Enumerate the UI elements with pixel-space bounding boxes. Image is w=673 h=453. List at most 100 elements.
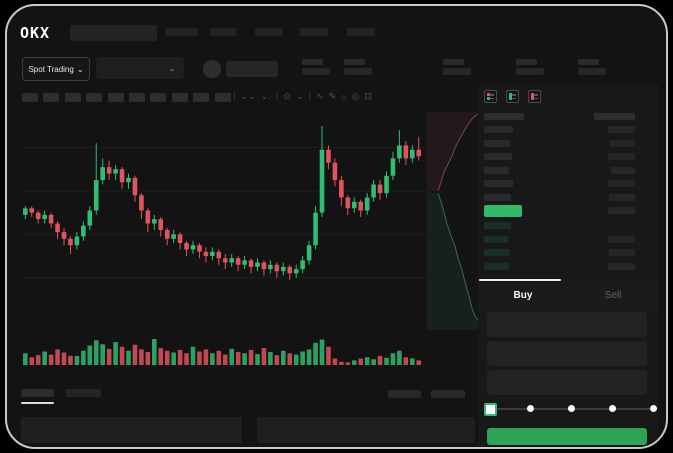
- pair-icon: [203, 60, 221, 78]
- stat-label-placeholder: [344, 59, 365, 65]
- orderbook-layout-both-icon[interactable]: [484, 90, 497, 103]
- chart-tool-icons: | ⌄⌄ ⌄. | ⊙ ⌄ | ∿ ✎ ⌂ ◎ ⊡: [233, 88, 372, 105]
- stat-value-placeholder: [443, 68, 471, 75]
- toolbar-slot-placeholder[interactable]: [129, 93, 145, 102]
- orderbook-ask-price[interactable]: [484, 139, 510, 147]
- toolbar-slot-placeholder[interactable]: [64, 93, 81, 102]
- orders-detail-panel: [257, 417, 475, 443]
- bottom-filter-placeholder-2[interactable]: [431, 390, 465, 398]
- orderbook-bid-price[interactable]: [484, 235, 508, 243]
- stat-value-placeholder: [302, 68, 330, 75]
- orderbook-layout-asks-icon[interactable]: [528, 90, 541, 103]
- nav-item-placeholder[interactable]: [165, 28, 198, 36]
- orderbook-ask-amount[interactable]: [609, 193, 635, 201]
- orderbook-ask-price[interactable]: [484, 180, 513, 187]
- tab-sell-label: Sell: [604, 290, 622, 301]
- device-screen: OKX Spot Trading ⌄ ⌄ | ⌄⌄ ⌄. | ⊙ ⌄ | ∿ ✎ ⌂ ◎ ⊡: [5, 4, 668, 449]
- toolbar-slot-placeholder[interactable]: [214, 93, 231, 102]
- bottom-active-tab-underline: [21, 402, 54, 404]
- toolbar-slot-placeholder[interactable]: [43, 93, 60, 102]
- stat-label-placeholder: [516, 59, 537, 65]
- indicator-chevron-icon[interactable]: ⌄: [295, 91, 304, 101]
- last-price-badge[interactable]: [484, 205, 522, 217]
- nav-item-placeholder[interactable]: [347, 28, 375, 36]
- toolbar-divider: |: [275, 91, 279, 102]
- orderbook-bid-amount[interactable]: [608, 235, 635, 243]
- candlestick-chart[interactable]: [20, 110, 426, 370]
- indicator-icon[interactable]: ⊙: [283, 91, 291, 101]
- price-input[interactable]: [487, 312, 647, 337]
- chart-settings-icon[interactable]: ◎: [351, 91, 360, 101]
- orderbook-bid-price[interactable]: [484, 249, 510, 256]
- bottom-tab-history[interactable]: [66, 389, 101, 397]
- orderbook-ask-price[interactable]: [484, 126, 513, 133]
- orderbook-ask-price[interactable]: [484, 166, 509, 174]
- chevron-down-icon: ⌄: [168, 62, 176, 73]
- trading-app: OKX Spot Trading ⌄ ⌄ | ⌄⌄ ⌄. | ⊙ ⌄ | ∿ ✎ ⌂ ◎ ⊡: [7, 6, 666, 447]
- orderbook-layout-bids-icon[interactable]: [506, 90, 519, 103]
- market-type-label: Spot Trading: [28, 64, 74, 74]
- orderbook-header-right[interactable]: [594, 113, 635, 120]
- tab-sell[interactable]: Sell: [568, 279, 658, 312]
- orderbook-mid-amount[interactable]: [608, 207, 635, 214]
- orders-list-panel: [21, 417, 242, 443]
- orderbook-layout-toggles: [484, 90, 541, 103]
- search-bar-placeholder[interactable]: [70, 25, 157, 41]
- orderbook-bid-amount[interactable]: [608, 262, 635, 270]
- total-input[interactable]: [487, 370, 647, 395]
- bottom-tab-orders[interactable]: [21, 389, 54, 397]
- stat-value-placeholder: [516, 68, 544, 75]
- slider-stop-dot[interactable]: [608, 405, 616, 412]
- toolbar-divider: |: [233, 91, 236, 102]
- amount-input[interactable]: [487, 341, 647, 366]
- orderbook-header-left[interactable]: [484, 113, 524, 120]
- nav-item-placeholder[interactable]: [255, 28, 283, 36]
- stat-label-placeholder: [578, 59, 599, 65]
- slider-stop-dot[interactable]: [526, 405, 534, 412]
- market-type-dropdown[interactable]: Spot Trading ⌄: [22, 57, 90, 81]
- fullscreen-icon[interactable]: ⊡: [364, 91, 372, 101]
- orderbook-bid-price[interactable]: [484, 262, 509, 270]
- orderbook-ask-amount[interactable]: [610, 139, 635, 147]
- buy-submit-button[interactable]: [487, 428, 647, 445]
- toolbar-slot-placeholder[interactable]: [171, 93, 188, 102]
- orderbook-ask-price[interactable]: [484, 193, 511, 201]
- pair-name-placeholder: [226, 61, 278, 77]
- slider-stop-dot[interactable]: [649, 405, 657, 412]
- toolbar-slot-placeholder[interactable]: [86, 93, 103, 102]
- draw-tool-icon[interactable]: ✎: [328, 91, 337, 101]
- orderbook-bid-price[interactable]: [484, 222, 511, 229]
- orderbook-ask-amount[interactable]: [611, 166, 635, 174]
- tab-buy-label: Buy: [513, 290, 533, 301]
- active-tab-indicator: [479, 279, 561, 281]
- toolbar-slot-placeholder[interactable]: [22, 93, 38, 102]
- pair-select-dropdown[interactable]: ⌄: [96, 57, 184, 79]
- orderbook-ask-amount[interactable]: [608, 180, 635, 187]
- stat-value-placeholder: [344, 68, 372, 75]
- bottom-filter-placeholder[interactable]: [388, 390, 421, 398]
- orderbook-ask-price[interactable]: [484, 153, 512, 160]
- orderbook-ask-amount[interactable]: [608, 126, 635, 133]
- candle-style-icon[interactable]: ⌄⌄: [240, 91, 256, 101]
- snapshot-icon[interactable]: ⌂: [341, 91, 347, 102]
- nav-item-placeholder[interactable]: [210, 28, 236, 36]
- nav-item-placeholder[interactable]: [300, 28, 328, 36]
- okx-logo[interactable]: OKX: [20, 24, 51, 42]
- slider-handle[interactable]: [483, 403, 497, 416]
- toolbar-slot-placeholder[interactable]: [193, 93, 210, 102]
- timeframe-icon[interactable]: ⌄.: [260, 91, 271, 101]
- line-tool-icon[interactable]: ∿: [316, 91, 324, 101]
- trade-tabs: Buy Sell: [478, 279, 659, 312]
- orderbook-ask-amount[interactable]: [608, 153, 635, 160]
- tab-buy[interactable]: Buy: [478, 279, 568, 312]
- orderbook-bid-amount[interactable]: [609, 249, 635, 256]
- toolbar-divider: |: [308, 91, 312, 102]
- depth-chart: [427, 112, 478, 330]
- toolbar-slot-placeholder[interactable]: [150, 93, 167, 102]
- order-book[interactable]: [478, 84, 658, 279]
- stat-label-placeholder: [302, 59, 323, 65]
- slider-stop-dot[interactable]: [567, 405, 575, 412]
- stat-value-placeholder: [578, 68, 606, 75]
- toolbar-slot-placeholder[interactable]: [107, 93, 124, 102]
